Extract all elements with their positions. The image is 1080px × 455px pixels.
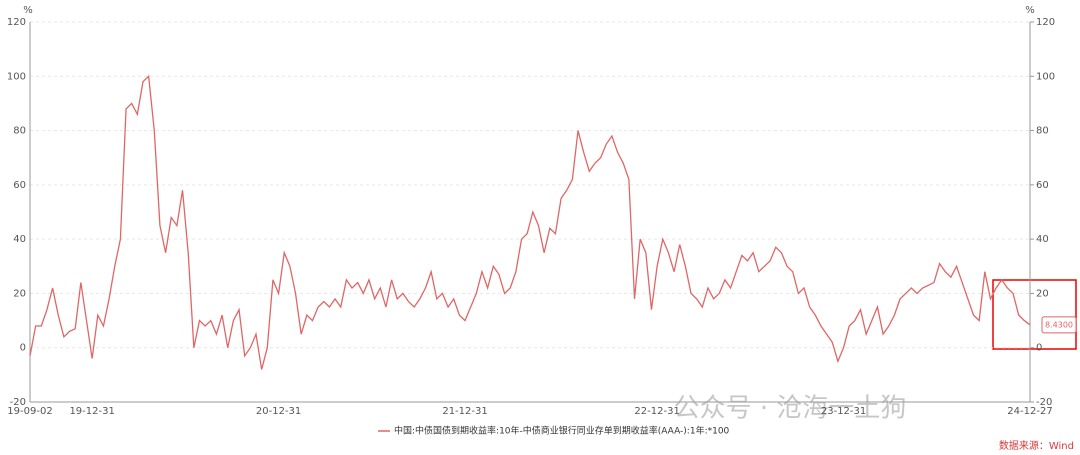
legend-label: 中国:中债国债到期收益率:10年-中债商业银行同业存单到期收益率(AAA-):1… (394, 425, 730, 437)
y-tick-label: 40 (13, 234, 26, 245)
source: 数据来源：Wind (999, 439, 1074, 452)
series-line (29, 74, 1031, 370)
y-tick-label: -20 (10, 397, 26, 408)
x-tick-label: 20-12-31 (256, 406, 301, 417)
y-tick-label: 60 (13, 180, 26, 191)
x-tick-label: 23-12-31 (821, 406, 866, 417)
y2-tick-label: 20 (1036, 288, 1049, 299)
watermark: 公众号 · 沧海一土狗 (674, 394, 907, 424)
y2-tick-label: 60 (1036, 180, 1049, 191)
y2-tick-label: -20 (1036, 397, 1052, 408)
x-tick-label: 22-12-31 (634, 406, 679, 417)
y2-tick-label: 120 (1036, 17, 1055, 28)
y-unit: % (23, 5, 33, 16)
x-tick-label: 24-12-27 (1007, 406, 1052, 417)
y-tick-label: 0 (20, 343, 26, 354)
y2-tick-label: 40 (1036, 234, 1049, 245)
highlight-box (992, 279, 1077, 350)
y-tick-label: 100 (7, 71, 26, 82)
x-tick-label: 21-12-31 (442, 406, 487, 417)
x-tick-label: 19-12-31 (69, 406, 114, 417)
value-label-box (1041, 316, 1077, 334)
y2-unit: % (1025, 5, 1035, 16)
y-tick-label: 80 (13, 126, 26, 137)
y2-tick-label: 80 (1036, 126, 1049, 137)
y-tick-label: 20 (13, 288, 26, 299)
y-tick-label: 120 (7, 17, 26, 28)
y2-tick-label: 0 (1036, 343, 1042, 354)
value-label: 8.4300 (1045, 320, 1073, 329)
y2-tick-label: 100 (1036, 71, 1055, 82)
x-tick-label: 19-09-02 (7, 406, 52, 417)
